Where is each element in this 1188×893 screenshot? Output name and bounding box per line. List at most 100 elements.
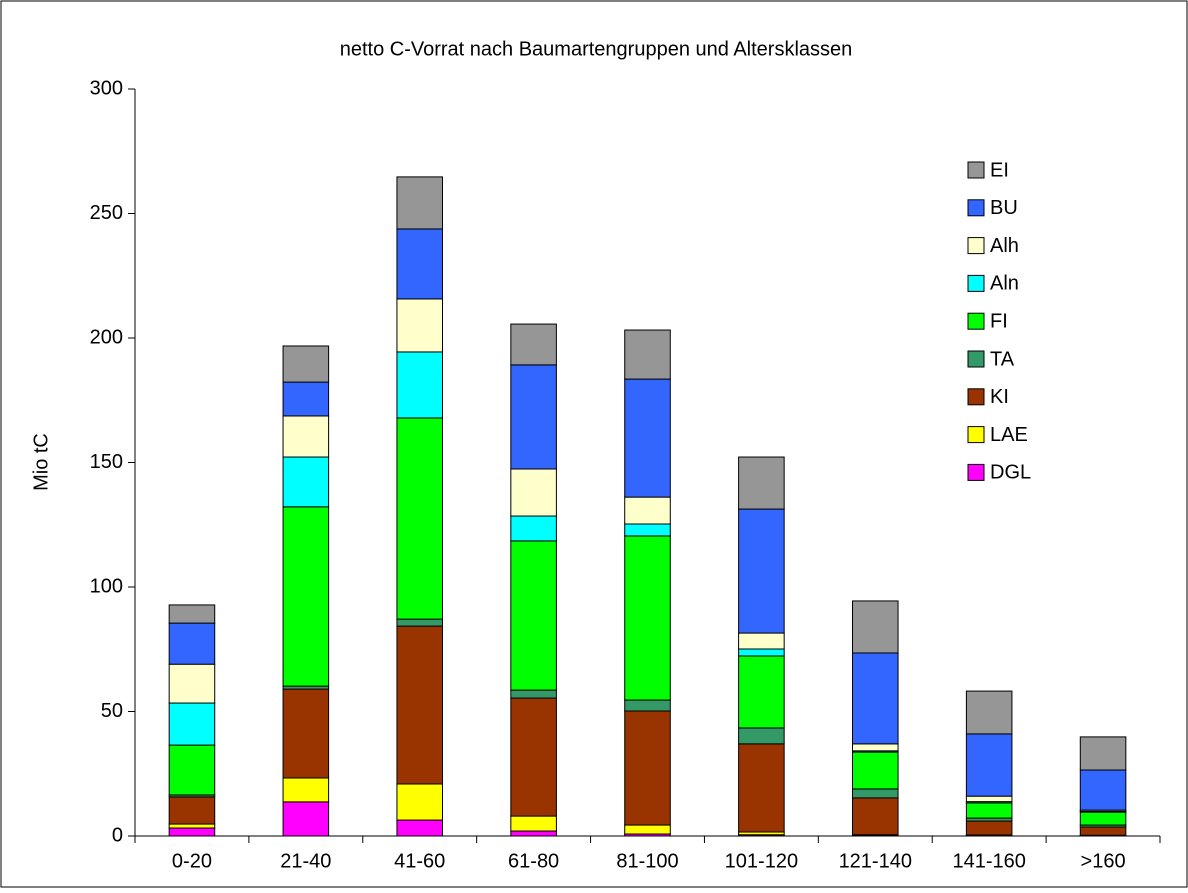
bar-segment: [739, 633, 785, 649]
legend-swatch: [968, 162, 984, 178]
bar-segment: [397, 229, 443, 299]
bar-segment: [739, 728, 785, 744]
bar-segment: [397, 619, 443, 626]
bar-segment: [511, 698, 557, 816]
legend-swatch: [968, 464, 984, 480]
bar-segment: [625, 497, 671, 524]
x-tick-label: 121-140: [839, 850, 912, 872]
legend-label: BU: [990, 197, 1018, 219]
x-tick-label: 61-80: [508, 850, 559, 872]
bar-segment: [739, 656, 785, 728]
bar-segment: [625, 330, 671, 379]
bar-segment: [853, 789, 899, 798]
bar-segment: [511, 690, 557, 698]
bar-segment: [169, 623, 215, 664]
bar-segment: [283, 416, 329, 457]
bar-segment: [397, 820, 443, 836]
legend-label: Aln: [990, 273, 1019, 295]
x-tick-label: 21-40: [280, 850, 331, 872]
bar-segment: [853, 744, 899, 751]
y-tick-label: 100: [90, 575, 123, 597]
legend-swatch: [968, 275, 984, 291]
bar-segment: [511, 469, 557, 516]
bar-segment: [511, 365, 557, 469]
bar-segment: [283, 346, 329, 382]
bar-segment: [853, 752, 899, 789]
bar-segment: [625, 711, 671, 825]
legend-swatch: [968, 351, 984, 367]
bar-segment: [511, 516, 557, 541]
bar-segment: [397, 177, 443, 229]
bar-segment: [283, 382, 329, 416]
bar-segment: [169, 745, 215, 795]
bar-segment: [739, 744, 785, 832]
bar-segment: [625, 524, 671, 536]
bar-segment: [1080, 812, 1126, 825]
bar-segment: [1080, 827, 1126, 835]
bar-segment: [511, 541, 557, 690]
x-tick-label: >160: [1081, 850, 1126, 872]
bar-segment: [966, 734, 1012, 796]
bar-segment: [511, 324, 557, 365]
bar-segment: [625, 700, 671, 711]
legend-label: FI: [990, 310, 1008, 332]
y-axis-label: Mio tC: [30, 433, 52, 491]
y-tick-label: 150: [90, 451, 123, 473]
bar-segment: [511, 831, 557, 836]
y-tick-label: 200: [90, 326, 123, 348]
bar-segment: [1080, 770, 1126, 810]
bar-segment: [739, 649, 785, 656]
bar-segment: [853, 653, 899, 744]
legend-swatch: [968, 389, 984, 405]
x-tick-label: 81-100: [616, 850, 678, 872]
x-tick-label: 101-120: [725, 850, 798, 872]
legend-label: KI: [990, 386, 1009, 408]
bar-segment: [169, 703, 215, 745]
bar-segment: [1080, 737, 1126, 770]
legend-swatch: [968, 313, 984, 329]
bar-segment: [739, 509, 785, 633]
y-tick-label: 0: [112, 824, 123, 846]
bar-segment: [966, 796, 1012, 801]
legend-swatch: [968, 427, 984, 443]
bar-segment: [966, 691, 1012, 734]
legend-label: DGL: [990, 462, 1031, 484]
bar-segment: [283, 507, 329, 686]
bar-segment: [625, 825, 671, 834]
bar-segment: [169, 664, 215, 703]
bar-segment: [169, 824, 215, 828]
x-tick-label: 41-60: [394, 850, 445, 872]
x-tick-label: 141-160: [952, 850, 1025, 872]
bar-segment: [397, 299, 443, 352]
bar-segment: [397, 352, 443, 418]
y-tick-label: 50: [101, 700, 123, 722]
bar-segment: [853, 798, 899, 835]
bar-segment: [283, 778, 329, 802]
bar-segment: [511, 816, 557, 831]
legend-swatch: [968, 238, 984, 254]
bar-segment: [966, 821, 1012, 835]
bar-segment: [625, 536, 671, 700]
bar-segment: [853, 601, 899, 653]
legend-label: Alh: [990, 235, 1019, 257]
bar-segment: [283, 689, 329, 778]
bar-segment: [283, 457, 329, 507]
bar-segment: [169, 797, 215, 824]
bar-segment: [397, 626, 443, 784]
bar-segment: [625, 379, 671, 497]
bar-segment: [966, 803, 1012, 818]
legend-label: TA: [990, 348, 1015, 370]
legend-label: EI: [990, 159, 1009, 181]
bar-segment: [739, 457, 785, 509]
bar-segment: [169, 605, 215, 623]
y-tick-label: 300: [90, 77, 123, 99]
y-tick-label: 250: [90, 202, 123, 224]
x-tick-label: 0-20: [172, 850, 212, 872]
bar-segment: [283, 802, 329, 836]
bar-segment: [397, 784, 443, 820]
bar-segment: [169, 828, 215, 836]
legend-swatch: [968, 200, 984, 216]
chart-title: netto C-Vorrat nach Baumartengruppen und…: [340, 38, 853, 60]
legend-label: LAE: [990, 424, 1028, 446]
